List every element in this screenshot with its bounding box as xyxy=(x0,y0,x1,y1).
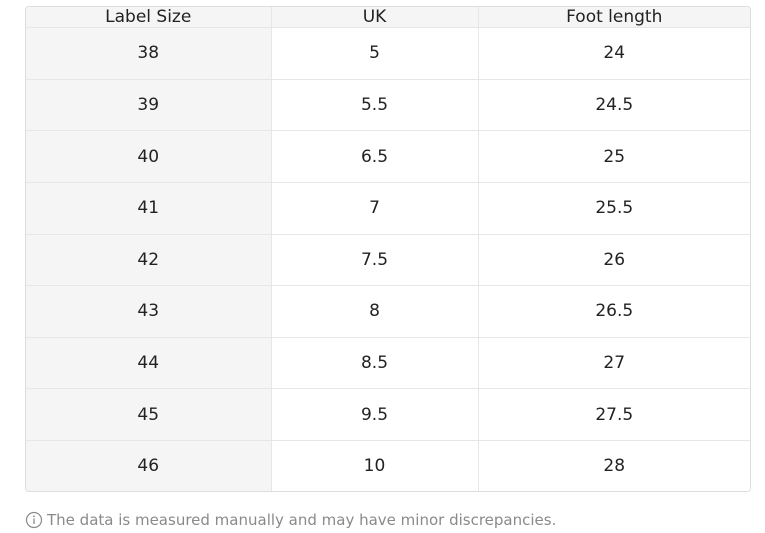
cell-uk: 8 xyxy=(271,285,479,338)
cell-foot-length: 25.5 xyxy=(478,182,750,235)
table-row: 40 6.5 25 xyxy=(26,130,750,183)
table-row: 44 8.5 27 xyxy=(26,337,750,390)
cell-label-size: 40 xyxy=(26,130,272,183)
cell-label-size: 41 xyxy=(26,182,272,235)
measurement-note: The data is measured manually and may ha… xyxy=(25,509,556,531)
cell-uk: 5.5 xyxy=(271,79,479,132)
info-icon xyxy=(25,511,43,529)
cell-foot-length: 27.5 xyxy=(478,388,750,441)
cell-label-size: 39 xyxy=(26,79,272,132)
cell-uk: 10 xyxy=(271,440,479,491)
cell-uk: 7 xyxy=(271,182,479,235)
table-header-row: Label Size UK Foot length xyxy=(26,7,750,28)
table-row: 38 5 24 xyxy=(26,27,750,80)
table-row: 45 9.5 27.5 xyxy=(26,388,750,441)
cell-foot-length: 27 xyxy=(478,337,750,390)
cell-foot-length: 25 xyxy=(478,130,750,183)
cell-foot-length: 24.5 xyxy=(478,79,750,132)
cell-label-size: 42 xyxy=(26,234,272,287)
cell-uk: 6.5 xyxy=(271,130,479,183)
cell-label-size: 44 xyxy=(26,337,272,390)
cell-uk: 8.5 xyxy=(271,337,479,390)
table-row: 39 5.5 24.5 xyxy=(26,79,750,132)
cell-uk: 5 xyxy=(271,27,479,80)
header-label-size: Label Size xyxy=(26,7,272,28)
header-foot-length: Foot length xyxy=(478,7,750,28)
cell-uk: 7.5 xyxy=(271,234,479,287)
table-row: 46 10 28 xyxy=(26,440,750,491)
cell-label-size: 45 xyxy=(26,388,272,441)
cell-uk: 9.5 xyxy=(271,388,479,441)
table-row: 42 7.5 26 xyxy=(26,234,750,287)
cell-foot-length: 24 xyxy=(478,27,750,80)
cell-foot-length: 28 xyxy=(478,440,750,491)
cell-foot-length: 26.5 xyxy=(478,285,750,338)
cell-foot-length: 26 xyxy=(478,234,750,287)
table-row: 41 7 25.5 xyxy=(26,182,750,235)
table-row: 43 8 26.5 xyxy=(26,285,750,338)
size-chart-table: Label Size UK Foot length 38 5 24 39 5.5… xyxy=(25,6,751,492)
cell-label-size: 46 xyxy=(26,440,272,491)
header-uk: UK xyxy=(271,7,479,28)
note-text: The data is measured manually and may ha… xyxy=(47,511,557,529)
cell-label-size: 43 xyxy=(26,285,272,338)
cell-label-size: 38 xyxy=(26,27,272,80)
